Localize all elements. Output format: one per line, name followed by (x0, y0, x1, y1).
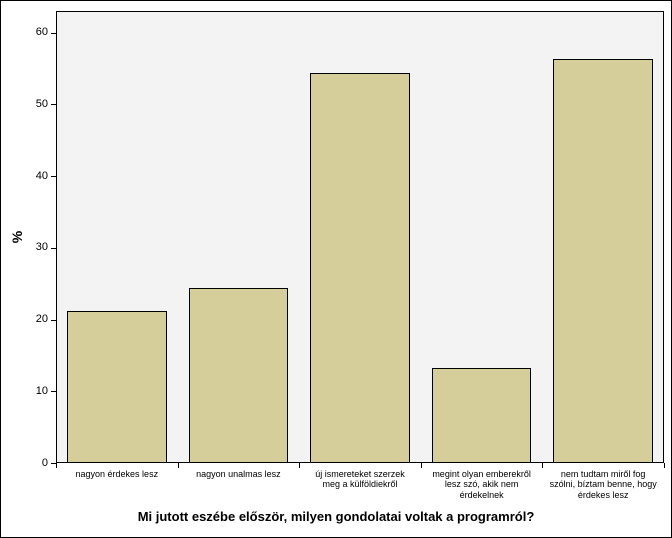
x-axis-title: Mi jutott eszébe először, milyen gondola… (1, 509, 671, 524)
x-category-label: új ismereteket szerzekmeg a külföldiekrő… (299, 469, 421, 490)
y-tick-label: 50 (18, 98, 48, 110)
y-tick (51, 33, 56, 34)
x-tick (299, 463, 300, 468)
y-tick (51, 320, 56, 321)
bar-chart: % 0102030405060 nagyon érdekes lesznagyo… (0, 0, 672, 538)
x-tick (56, 463, 57, 468)
y-tick-label: 20 (18, 313, 48, 325)
x-category-label: nem tudtam miről fogszólni, bíztam benne… (542, 469, 664, 500)
x-category-label: nagyon érdekes lesz (56, 469, 178, 479)
x-category-label: megint olyan emberekrőllesz szó, akik ne… (421, 469, 543, 500)
x-tick (421, 463, 422, 468)
y-tick (51, 391, 56, 392)
y-tick-label: 0 (18, 457, 48, 469)
x-tick (178, 463, 179, 468)
y-tick (51, 176, 56, 177)
x-tick (542, 463, 543, 468)
bar (553, 59, 653, 463)
x-category-label: nagyon unalmas lesz (178, 469, 300, 479)
y-tick-label: 60 (18, 26, 48, 38)
bar (67, 311, 167, 463)
y-tick-label: 40 (18, 170, 48, 182)
bar (432, 368, 532, 463)
x-tick (664, 463, 665, 468)
y-tick-label: 10 (18, 385, 48, 397)
y-tick (51, 248, 56, 249)
y-tick (51, 104, 56, 105)
bar (310, 73, 410, 463)
y-tick-label: 30 (18, 241, 48, 253)
bar (189, 288, 289, 463)
